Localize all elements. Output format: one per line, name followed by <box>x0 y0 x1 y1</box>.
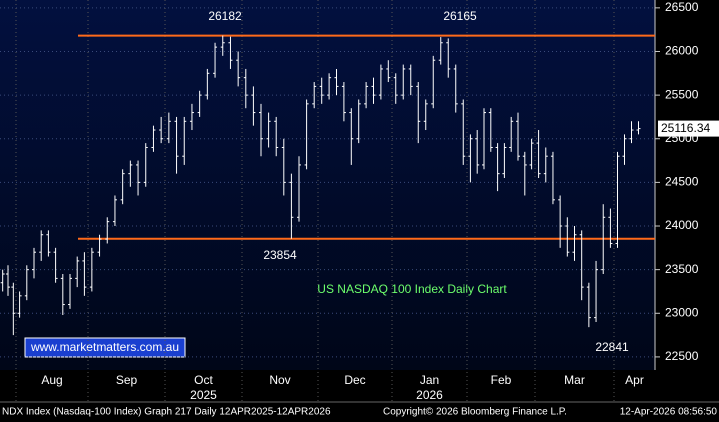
y-tick-label: 23000 <box>665 305 699 319</box>
last-price-box <box>658 120 719 137</box>
y-tick-label: 24000 <box>665 218 699 232</box>
y-tick-label: 26500 <box>665 0 699 14</box>
plot-area <box>0 0 655 370</box>
peak-label: 26182 <box>208 9 242 23</box>
footer-left: NDX Index (Nasdaq-100 Index) Graph 217 D… <box>2 407 331 418</box>
year-label: 2026 <box>416 388 443 402</box>
y-tick-label: 22500 <box>665 349 699 363</box>
x-tick-label: Dec <box>344 373 365 387</box>
footer-center: Copyright© 2026 Bloomberg Finance L.P. <box>383 407 567 418</box>
watermark: www.marketmatters.com.au <box>30 340 179 354</box>
x-tick-label: Nov <box>269 373 290 387</box>
x-tick-label: Apr <box>625 373 644 387</box>
y-tick-label: 26000 <box>665 44 699 58</box>
x-tick-label: Jan <box>420 373 439 387</box>
last-price-label: 25116.34 <box>661 121 710 135</box>
x-tick-label: Oct <box>194 373 213 387</box>
y-tick-label: 25500 <box>665 87 699 101</box>
trough-label: 22841 <box>595 340 629 354</box>
y-tick-label: 24500 <box>665 175 699 189</box>
chart-title: US NASDAQ 100 Index Daily Chart <box>317 282 507 296</box>
axis-band <box>0 370 719 422</box>
year-label: 2025 <box>190 388 217 402</box>
footer-right: 12-Apr-2026 08:56:50 <box>620 407 718 418</box>
x-tick-label: Sep <box>116 373 138 387</box>
x-tick-label: Aug <box>41 373 62 387</box>
peak-label: 26165 <box>443 9 477 23</box>
trough-label: 23854 <box>263 248 297 262</box>
x-tick-label: Feb <box>491 373 512 387</box>
y-tick-label: 23500 <box>665 262 699 276</box>
x-tick-label: Mar <box>564 373 585 387</box>
